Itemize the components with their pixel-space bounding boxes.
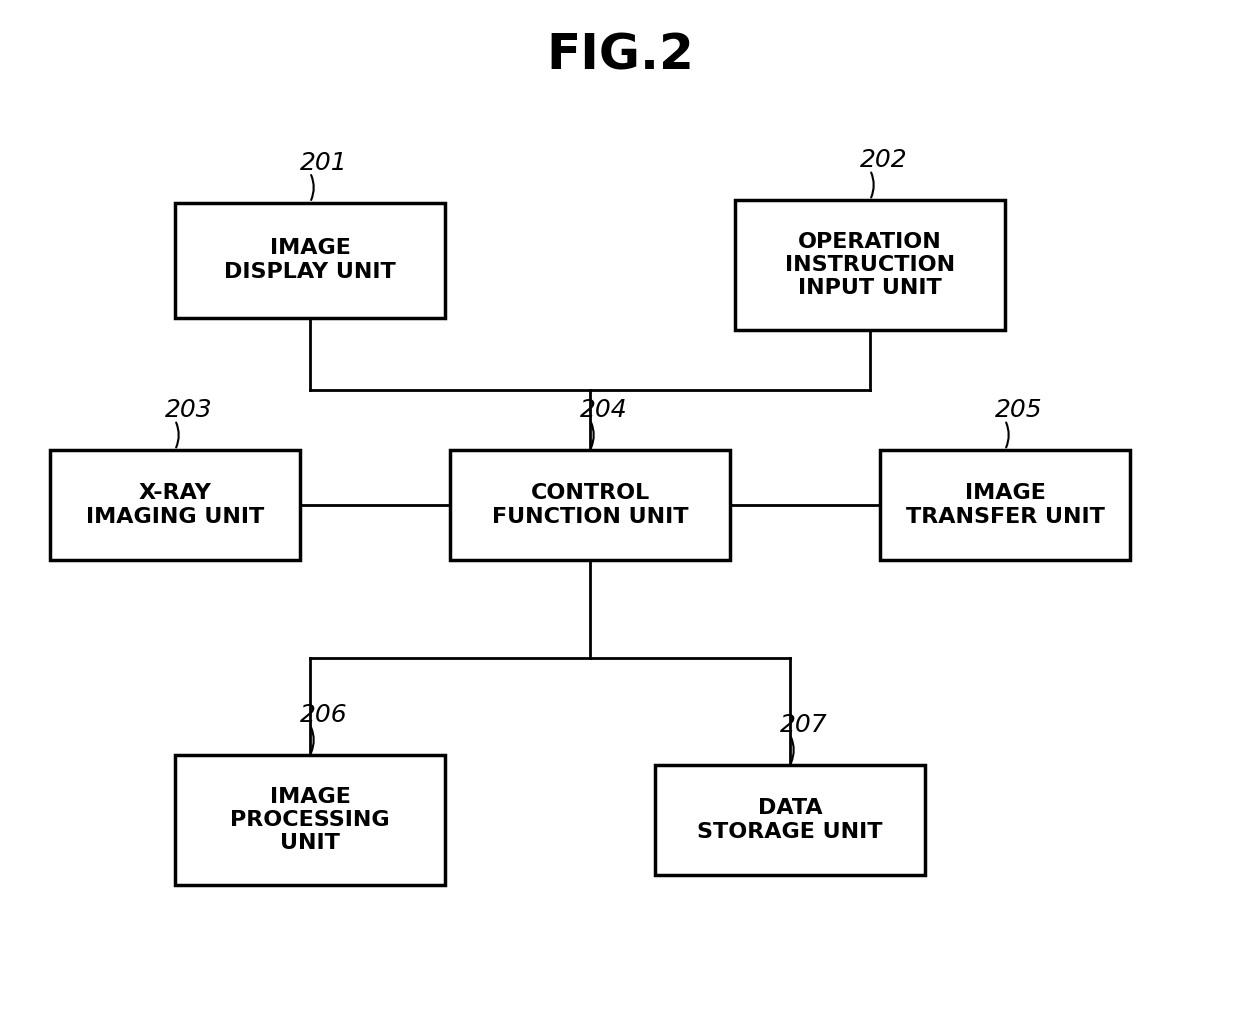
FancyBboxPatch shape [175, 203, 445, 318]
FancyBboxPatch shape [175, 755, 445, 885]
Text: 207: 207 [780, 713, 827, 737]
Text: IMAGE
PROCESSING
UNIT: IMAGE PROCESSING UNIT [231, 787, 389, 853]
Text: OPERATION
INSTRUCTION
INPUT UNIT: OPERATION INSTRUCTION INPUT UNIT [785, 232, 955, 298]
Text: X-RAY
IMAGING UNIT: X-RAY IMAGING UNIT [86, 483, 264, 527]
FancyBboxPatch shape [655, 765, 925, 875]
FancyBboxPatch shape [880, 450, 1130, 560]
Text: IMAGE
TRANSFER UNIT: IMAGE TRANSFER UNIT [905, 483, 1105, 527]
Text: 204: 204 [580, 398, 627, 422]
Text: 203: 203 [165, 398, 212, 422]
FancyBboxPatch shape [450, 450, 730, 560]
Text: FIG.2: FIG.2 [546, 31, 694, 79]
Text: 206: 206 [300, 703, 347, 727]
Text: 202: 202 [861, 148, 908, 172]
Text: CONTROL
FUNCTION UNIT: CONTROL FUNCTION UNIT [492, 483, 688, 527]
Text: 201: 201 [300, 150, 347, 175]
FancyBboxPatch shape [50, 450, 300, 560]
Text: DATA
STORAGE UNIT: DATA STORAGE UNIT [697, 798, 883, 841]
FancyBboxPatch shape [735, 200, 1004, 330]
Text: IMAGE
DISPLAY UNIT: IMAGE DISPLAY UNIT [224, 238, 396, 282]
Text: 205: 205 [994, 398, 1043, 422]
